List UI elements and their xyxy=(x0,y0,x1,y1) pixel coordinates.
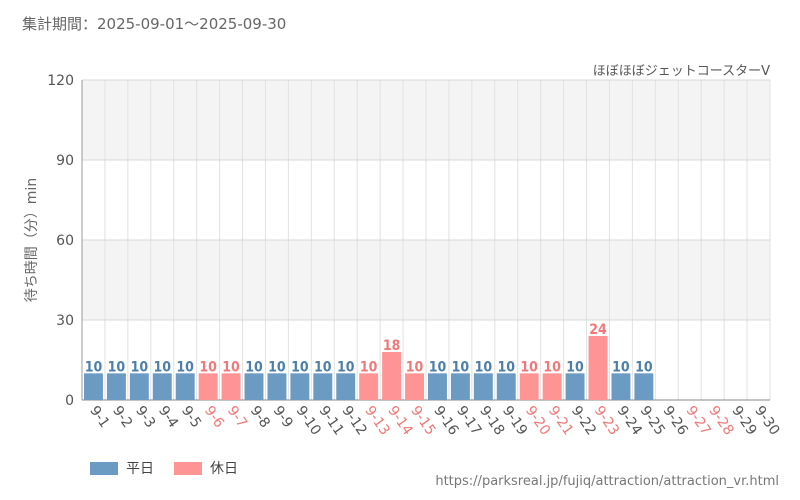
x-tick-label: 9-26 xyxy=(660,403,691,438)
bar-9-6 xyxy=(198,373,218,400)
x-tick-label: 9-20 xyxy=(522,403,553,438)
x-tick-label: 9-19 xyxy=(499,403,530,438)
bar-value-label: 10 xyxy=(268,359,286,375)
x-tick-label: 9-13 xyxy=(361,403,392,438)
x-tick-label: 9-15 xyxy=(407,403,438,438)
x-tick-label: 9-21 xyxy=(545,403,576,438)
bar-9-8 xyxy=(244,373,264,400)
x-tick-label: 9-25 xyxy=(637,403,668,438)
bar-value-label: 10 xyxy=(222,359,240,375)
y-tick-label: 90 xyxy=(56,153,74,169)
bar-9-18 xyxy=(473,373,493,400)
y-tick-label: 30 xyxy=(56,313,74,329)
x-tick-label: 9-14 xyxy=(384,403,415,438)
y-axis-label: 待ち時間（分）min xyxy=(24,178,40,302)
source-url: https://parksreal.jp/fujiq/attraction/at… xyxy=(435,474,779,489)
bar-value-label: 10 xyxy=(176,359,194,375)
x-tick-label: 9-28 xyxy=(705,403,736,438)
bar-value-label: 10 xyxy=(131,359,149,375)
bar-9-5 xyxy=(175,373,195,400)
bar-9-4 xyxy=(152,373,172,400)
bar-9-3 xyxy=(129,373,149,400)
bar-value-label: 10 xyxy=(406,359,424,375)
y-tick-label: 120 xyxy=(47,73,74,89)
bar-9-11 xyxy=(313,373,333,400)
bar-9-21 xyxy=(542,373,562,400)
x-tick-label: 9-7 xyxy=(224,403,250,431)
x-tick-label: 9-30 xyxy=(751,403,782,438)
bar-value-label: 10 xyxy=(245,359,263,375)
bar-value-label: 10 xyxy=(520,359,538,375)
bar-value-label: 10 xyxy=(108,359,126,375)
bar-value-label: 10 xyxy=(199,359,217,375)
bar-9-25 xyxy=(634,373,654,400)
bar-9-13 xyxy=(359,373,379,400)
bar-value-label: 10 xyxy=(612,359,630,375)
bar-9-20 xyxy=(519,373,539,400)
chart-title: ほぼほぼジェットコースターV xyxy=(593,64,770,79)
bar-value-label: 10 xyxy=(543,359,561,375)
x-tick-label: 9-12 xyxy=(338,403,369,438)
x-tick-label: 9-2 xyxy=(109,403,135,431)
bar-value-label: 10 xyxy=(314,359,332,375)
bar-value-label: 10 xyxy=(360,359,378,375)
bar-9-7 xyxy=(221,373,241,400)
y-tick-label: 0 xyxy=(65,393,74,409)
x-tick-label: 9-5 xyxy=(178,403,204,431)
bar-value-label: 10 xyxy=(635,359,653,375)
legend: 平日 休日 xyxy=(90,458,258,478)
x-tick-label: 9-1 xyxy=(86,403,112,431)
bar-9-15 xyxy=(405,373,424,400)
x-tick-label: 9-24 xyxy=(614,403,645,438)
bar-9-10 xyxy=(290,373,310,400)
x-tick-label: 9-6 xyxy=(201,403,227,431)
legend-weekday-label: 平日 xyxy=(126,461,154,477)
bar-value-label: 10 xyxy=(291,359,309,375)
x-tick-label: 9-17 xyxy=(453,403,484,438)
y-tick-label: 60 xyxy=(56,233,74,249)
legend-holiday-label: 休日 xyxy=(210,461,238,477)
x-tick-label: 9-9 xyxy=(270,403,296,431)
bar-9-23 xyxy=(588,336,608,400)
legend-weekday-swatch xyxy=(90,461,118,475)
bar-value-label: 10 xyxy=(498,359,516,375)
x-tick-label: 9-4 xyxy=(155,403,181,431)
x-tick-label: 9-11 xyxy=(316,403,347,438)
x-tick-label: 9-23 xyxy=(591,403,622,438)
x-tick-label: 9-18 xyxy=(476,403,507,438)
bar-value-label: 10 xyxy=(566,359,584,375)
bar-value-label: 18 xyxy=(383,338,401,354)
x-tick-label: 9-3 xyxy=(132,403,158,431)
x-tick-label: 9-27 xyxy=(682,403,713,438)
x-tick-label: 9-22 xyxy=(568,403,599,438)
bar-value-label: 10 xyxy=(85,359,103,375)
x-tick-label: 9-10 xyxy=(293,403,324,438)
legend-weekday: 平日 xyxy=(90,458,154,478)
bar-9-14 xyxy=(382,352,402,400)
x-tick-label: 9-16 xyxy=(430,403,461,438)
bar-value-label: 10 xyxy=(337,359,355,375)
bar-value-label: 10 xyxy=(429,359,447,375)
x-tick-label: 9-8 xyxy=(247,403,273,431)
bar-9-1 xyxy=(84,373,103,400)
legend-holiday: 休日 xyxy=(174,458,238,478)
bar-9-9 xyxy=(267,373,287,400)
bar-9-17 xyxy=(450,373,470,400)
bar-value-label: 10 xyxy=(452,359,470,375)
bar-9-2 xyxy=(106,373,126,400)
bar-9-16 xyxy=(428,373,447,400)
period-label: 集計期間：2025-09-01～2025-09-30 xyxy=(22,15,287,33)
bar-9-22 xyxy=(565,373,585,400)
bar-value-label: 10 xyxy=(475,359,493,375)
bar-9-24 xyxy=(611,373,631,400)
bar-value-label: 10 xyxy=(154,359,172,375)
x-tick-label: 9-29 xyxy=(728,403,759,438)
bar-value-label: 24 xyxy=(589,322,607,338)
bar-9-12 xyxy=(336,373,356,400)
bar-9-19 xyxy=(496,373,516,400)
legend-holiday-swatch xyxy=(174,461,202,475)
